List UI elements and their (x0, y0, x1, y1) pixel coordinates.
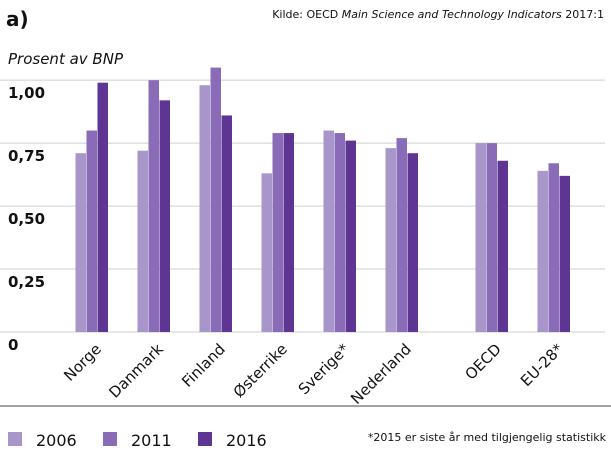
x-tick-label: Finland (178, 340, 229, 391)
bar (497, 160, 508, 332)
legend-label: 2016 (226, 431, 267, 449)
y-tick-label: 0,50 (8, 210, 45, 228)
bar (396, 138, 407, 332)
bar (407, 153, 418, 332)
bar (221, 115, 232, 332)
source: Kilde: OECD Main Science and Technology … (272, 8, 604, 21)
source-part: 2017:1 (562, 8, 604, 21)
bar (323, 130, 334, 332)
bar (75, 153, 86, 332)
x-tick-label: Danmark (105, 340, 167, 402)
x-tick-label: Norge (60, 340, 105, 385)
bar (559, 175, 570, 332)
source-part: Main Science and Technology Indicators (342, 8, 562, 21)
panel-label: a) (6, 7, 29, 31)
bar (537, 170, 548, 332)
y-axis-label: Prosent av BNP (8, 50, 124, 68)
legend-swatch (103, 432, 117, 446)
y-tick-label: 1,00 (8, 84, 45, 102)
bar (548, 163, 559, 332)
bar (159, 100, 170, 332)
x-tick-label: OECD (461, 340, 504, 383)
y-tick-label: 0 (8, 336, 18, 354)
x-tick-label: Sverige* (295, 340, 353, 398)
footnote: *2015 er siste år med tilgjengelig stati… (368, 431, 607, 444)
bar (486, 143, 497, 332)
bar (475, 143, 486, 332)
bar (345, 140, 356, 332)
legend-label: 2006 (36, 431, 77, 449)
bar (272, 133, 283, 332)
legend-swatch (8, 432, 22, 446)
legend-label: 2011 (131, 431, 172, 449)
legend-swatch (198, 432, 212, 446)
x-tick-label: Nederland (347, 340, 415, 408)
x-tick-label: Østerrike (230, 340, 291, 401)
y-tick-label: 0,75 (8, 147, 45, 165)
bar (385, 148, 396, 332)
bar (210, 67, 221, 332)
bar (261, 173, 272, 332)
bar (334, 133, 345, 332)
source-part: Kilde: OECD (272, 8, 342, 21)
bar (199, 85, 210, 332)
bar (97, 82, 108, 332)
y-tick-label: 0,25 (8, 273, 45, 291)
x-tick-label: EU-28* (517, 340, 567, 390)
bar (137, 150, 148, 332)
bar (148, 80, 159, 332)
bar (283, 133, 294, 332)
bar (86, 130, 97, 332)
